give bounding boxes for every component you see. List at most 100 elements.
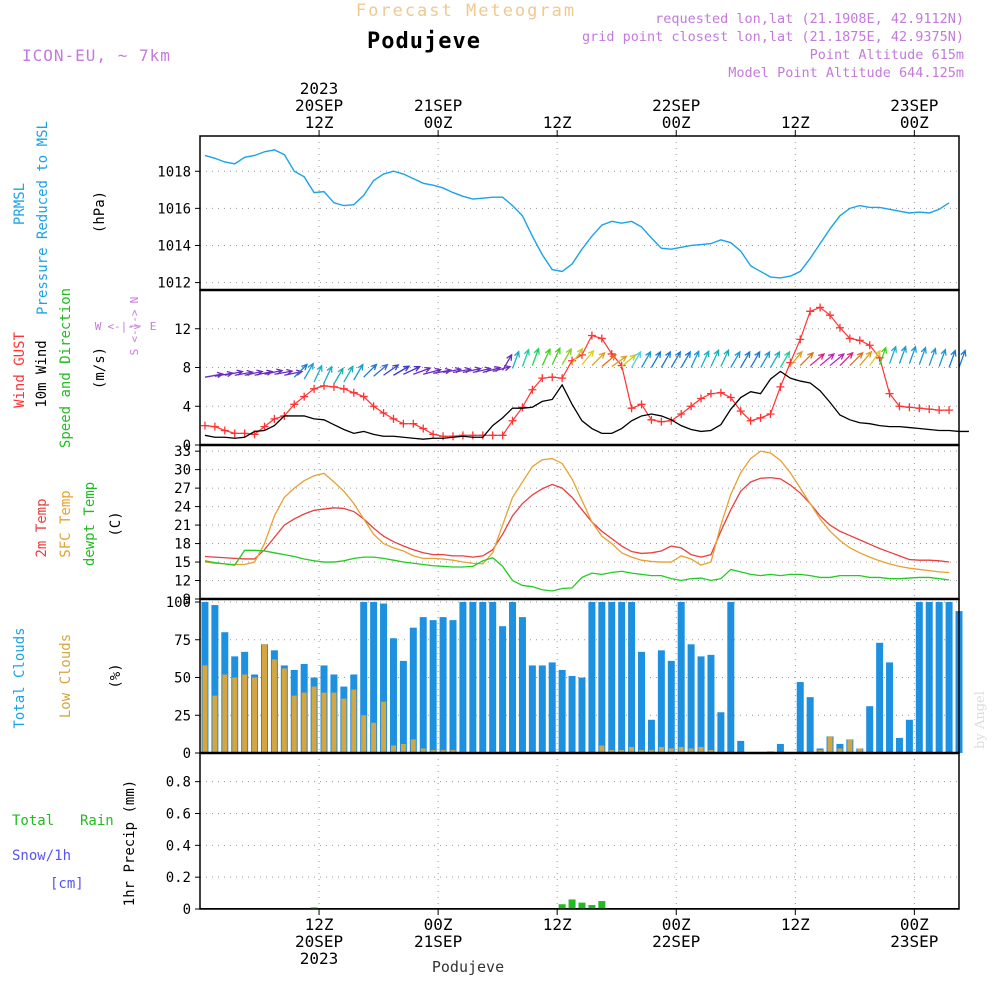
gust-marker (558, 374, 567, 383)
gust-marker (240, 429, 249, 438)
low-cloud-bar (619, 749, 625, 753)
gust-marker (439, 432, 448, 441)
low-cloud-bar (321, 692, 327, 753)
clouds-ytick-label: 0 (183, 746, 191, 762)
gust-marker (796, 335, 805, 344)
gust-marker (716, 388, 725, 397)
total-cloud-bar (945, 602, 953, 753)
low-cloud-bar (629, 746, 635, 753)
total-cloud-bar (509, 602, 517, 753)
low-cloud-bar (252, 677, 258, 753)
total-cloud-bar (528, 665, 536, 753)
gust-marker (776, 382, 785, 391)
total-cloud-bar (489, 602, 497, 753)
bottom-time-label: 2023 (300, 949, 339, 968)
credit-label: by Angel (973, 691, 988, 749)
top-time-label: 12Z (305, 113, 334, 132)
low-cloud-bar (371, 722, 377, 753)
compass-e: E (150, 320, 157, 333)
total-cloud-bar (380, 603, 388, 753)
precip-ytick-label: 0.8 (166, 775, 191, 791)
total-cloud-bar (697, 656, 705, 753)
precip-bar (310, 907, 318, 909)
gust-marker (548, 373, 557, 382)
low-cloud-bar (668, 748, 674, 753)
low-cloud-bar (827, 736, 833, 753)
gust-marker (300, 392, 309, 401)
precip-total-label: Total (12, 813, 54, 829)
wind-direction-arrow (849, 351, 864, 367)
wind-dir-label: Speed and Direction (58, 288, 74, 448)
compass-arrows-h: <-|-> (107, 320, 140, 333)
total-cloud-bar (568, 676, 576, 753)
top-time-label: 12Z (543, 113, 572, 132)
gust-marker (270, 414, 279, 423)
temp-2m-label: 2m Temp (34, 498, 50, 557)
location-title: Podujeve (367, 29, 481, 54)
low-cloud-bar (639, 749, 645, 753)
gust-marker (865, 341, 874, 350)
total-cloud-bar (806, 697, 814, 753)
grid-point-coords: grid point closest lon,lat (21.1875E, 42… (582, 29, 964, 45)
low-cloud-bar (301, 692, 307, 753)
bottom-time-label: 00Z (662, 915, 691, 934)
wind-direction-arrow (650, 350, 662, 368)
gust-marker (210, 422, 219, 431)
wind-direction-arrow (769, 350, 781, 368)
bottom-time-label: 22SEP (652, 932, 700, 951)
gust-marker (845, 334, 854, 343)
gust-marker (945, 406, 954, 415)
total-cloud-bar (479, 602, 487, 753)
total-cloud-bar (717, 712, 725, 753)
wind-direction-arrow (660, 350, 672, 368)
compass-n: N (128, 297, 141, 304)
low-cloud-bar (708, 749, 714, 753)
total-cloud-bar (211, 605, 219, 753)
total-cloud-bar (598, 602, 606, 753)
total-cloud-bar (707, 654, 715, 753)
gust-marker (379, 409, 388, 418)
bottom-time-label: 21SEP (414, 932, 462, 951)
wind-direction-arrow (343, 365, 354, 383)
pressure-panel: 1012 1014 1016 1018 (157, 136, 959, 292)
compass-arrows: <-|-> (128, 309, 141, 342)
wind-frame (199, 289, 960, 446)
top-time-label: 12Z (781, 113, 810, 132)
bottom-time-label: 20SEP (295, 932, 343, 951)
total-cloud-bar (548, 662, 556, 753)
plot-layer: 1012101410161018048129121518212427303302… (157, 79, 969, 968)
total-cloud-bar (866, 706, 874, 753)
wind-direction-arrow (859, 350, 873, 366)
total-cloud-bar (608, 602, 616, 753)
total-cloud-bar (895, 737, 903, 753)
precip-ytick-label: 0.2 (166, 870, 191, 886)
low-cloud-bar (658, 746, 664, 753)
compass-w: W (95, 320, 102, 333)
total-cloud-bar (628, 602, 636, 753)
wind-direction-arrow (690, 349, 700, 368)
gust-marker (369, 402, 378, 411)
gust-marker (399, 419, 408, 428)
total-cloud-bar (449, 620, 457, 753)
gust-marker (647, 415, 656, 424)
top-time-label: 20SEP (295, 96, 343, 115)
total-cloud-bar (737, 740, 745, 753)
wind-direction-arrow (720, 348, 730, 367)
wind-ytick-label: 0 (183, 438, 191, 454)
low-cloud-bar (847, 739, 853, 753)
gust-marker (806, 307, 815, 316)
sfc-temp-line (204, 450, 950, 574)
precip-bar (578, 902, 586, 909)
clouds-ytick-label: 50 (174, 671, 191, 687)
top-time-label: 00Z (900, 113, 929, 132)
wind-direction-arrow (393, 365, 411, 376)
gust-marker (429, 430, 438, 439)
wind-direction-arrow (433, 367, 453, 375)
low-cloud-bar (817, 749, 823, 753)
wind-direction-arrow (888, 345, 897, 364)
precip-bar (558, 904, 566, 909)
gust-marker (597, 334, 606, 343)
wind-direction-arrow (571, 347, 584, 364)
gust-marker (587, 331, 596, 340)
compass-s: S (128, 349, 141, 356)
